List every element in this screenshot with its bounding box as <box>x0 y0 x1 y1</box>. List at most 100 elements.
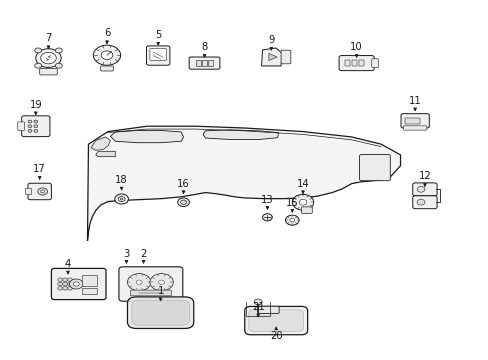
Polygon shape <box>91 137 110 150</box>
Circle shape <box>158 280 164 284</box>
Circle shape <box>254 299 262 305</box>
Circle shape <box>58 278 62 282</box>
Circle shape <box>55 63 62 68</box>
Text: 18: 18 <box>115 175 128 185</box>
FancyBboxPatch shape <box>281 50 290 64</box>
Circle shape <box>62 278 67 282</box>
Circle shape <box>28 125 32 128</box>
Circle shape <box>55 48 62 53</box>
Circle shape <box>28 120 32 123</box>
Polygon shape <box>96 151 115 157</box>
FancyBboxPatch shape <box>400 114 428 128</box>
Text: 10: 10 <box>349 42 362 52</box>
Text: 13: 13 <box>261 195 273 205</box>
FancyBboxPatch shape <box>18 122 24 131</box>
Text: 6: 6 <box>103 28 110 38</box>
Text: 9: 9 <box>267 35 274 45</box>
Circle shape <box>416 199 424 205</box>
Circle shape <box>36 49 61 67</box>
Circle shape <box>69 279 83 289</box>
FancyBboxPatch shape <box>258 306 279 314</box>
Circle shape <box>35 63 41 68</box>
Text: 3: 3 <box>123 248 129 258</box>
Circle shape <box>93 45 121 65</box>
Bar <box>196 60 201 66</box>
Text: 16: 16 <box>177 179 189 189</box>
Circle shape <box>127 274 151 291</box>
Text: 17: 17 <box>33 164 46 174</box>
Text: 7: 7 <box>45 33 52 43</box>
Circle shape <box>58 287 62 290</box>
Circle shape <box>285 215 299 225</box>
Circle shape <box>73 282 79 286</box>
Circle shape <box>177 198 189 207</box>
FancyBboxPatch shape <box>132 300 189 325</box>
Text: 15: 15 <box>285 198 298 208</box>
Bar <box>345 60 349 66</box>
Circle shape <box>120 198 123 200</box>
Bar <box>358 60 363 66</box>
Text: 11: 11 <box>408 96 421 106</box>
Polygon shape <box>261 48 282 66</box>
Circle shape <box>58 282 62 286</box>
Circle shape <box>34 125 38 128</box>
Circle shape <box>67 287 72 290</box>
FancyBboxPatch shape <box>301 207 312 213</box>
FancyBboxPatch shape <box>127 297 193 328</box>
Polygon shape <box>203 130 278 139</box>
Circle shape <box>67 278 72 282</box>
Circle shape <box>299 199 306 205</box>
Bar <box>351 60 356 66</box>
Bar <box>207 60 212 66</box>
Circle shape <box>150 274 173 291</box>
FancyBboxPatch shape <box>101 66 113 71</box>
FancyBboxPatch shape <box>189 57 220 69</box>
FancyBboxPatch shape <box>248 310 303 331</box>
FancyBboxPatch shape <box>51 269 106 300</box>
FancyBboxPatch shape <box>244 306 307 335</box>
Circle shape <box>62 282 67 286</box>
Text: 14: 14 <box>296 179 309 189</box>
Text: 1: 1 <box>157 286 163 296</box>
FancyBboxPatch shape <box>403 126 426 130</box>
FancyBboxPatch shape <box>338 55 373 71</box>
Circle shape <box>62 287 67 290</box>
FancyBboxPatch shape <box>119 267 183 301</box>
Text: 12: 12 <box>418 171 430 181</box>
Circle shape <box>34 130 38 132</box>
Circle shape <box>67 282 72 286</box>
Text: 4: 4 <box>65 259 71 269</box>
Circle shape <box>416 186 424 192</box>
Text: 2: 2 <box>140 248 146 258</box>
FancyBboxPatch shape <box>21 116 50 136</box>
Circle shape <box>41 52 56 64</box>
FancyBboxPatch shape <box>412 183 436 196</box>
FancyBboxPatch shape <box>150 48 166 60</box>
FancyBboxPatch shape <box>25 188 31 195</box>
Circle shape <box>118 197 125 202</box>
FancyBboxPatch shape <box>146 46 169 65</box>
Circle shape <box>38 188 47 195</box>
Circle shape <box>34 120 38 123</box>
Polygon shape <box>87 126 400 241</box>
FancyBboxPatch shape <box>130 290 171 296</box>
FancyBboxPatch shape <box>28 183 51 200</box>
Circle shape <box>289 219 294 222</box>
Bar <box>82 275 97 286</box>
Bar <box>202 60 206 66</box>
Circle shape <box>41 190 44 193</box>
Circle shape <box>101 51 113 59</box>
Bar <box>82 288 97 294</box>
Text: 8: 8 <box>201 42 207 52</box>
Circle shape <box>136 280 142 284</box>
Circle shape <box>35 48 41 53</box>
Circle shape <box>115 194 128 204</box>
Bar <box>405 118 419 123</box>
Text: 21: 21 <box>251 302 264 312</box>
Polygon shape <box>110 131 183 143</box>
Circle shape <box>28 130 32 132</box>
Text: 19: 19 <box>29 100 42 110</box>
Text: 20: 20 <box>269 331 282 341</box>
FancyBboxPatch shape <box>359 154 389 181</box>
Circle shape <box>292 194 313 210</box>
